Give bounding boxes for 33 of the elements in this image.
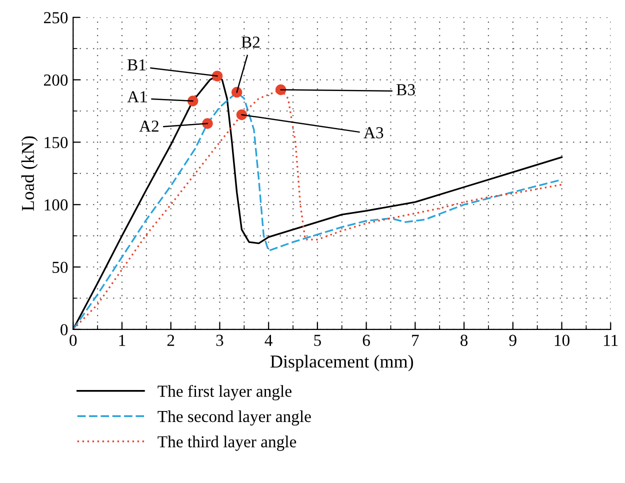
y-axis-title: Load (kN) <box>21 136 38 211</box>
annotation: B2 <box>241 36 260 48</box>
y-tick-label: 250 <box>44 12 68 24</box>
x-tick-label: 6 <box>362 334 370 346</box>
x-tick-label: 2 <box>167 334 174 346</box>
legend-label: The second layer angle <box>158 410 311 426</box>
legend-label: The first layer angle <box>158 384 292 400</box>
x-tick-label: 10 <box>554 334 570 346</box>
point <box>231 86 242 98</box>
x-tick-label: 5 <box>314 334 321 346</box>
x-tick-label: 1 <box>119 334 126 346</box>
y-tick-label: 200 <box>44 74 68 86</box>
y-tick-label: 0 <box>60 324 68 336</box>
annotation: A2 <box>139 120 158 132</box>
x-tick-label: 0 <box>70 334 77 346</box>
x-axis-title: Displacement (mm) <box>270 354 414 372</box>
y-tick-label: 50 <box>52 262 68 273</box>
legend-label: The third layer angle <box>158 436 296 451</box>
point <box>212 70 223 82</box>
x-tick-label: 9 <box>509 334 516 346</box>
x-tick-label: 3 <box>216 334 224 346</box>
annotation: A1 <box>127 91 146 102</box>
y-tick-label: 150 <box>44 136 68 148</box>
x-tick-label: 4 <box>264 334 272 346</box>
annotation: A3 <box>364 127 384 138</box>
point <box>202 118 213 129</box>
annotation: B3 <box>396 84 415 96</box>
point <box>236 109 248 120</box>
x-tick-label: 11 <box>604 334 618 346</box>
x-tick-label: 8 <box>460 334 468 346</box>
x-tick-label: 7 <box>412 334 419 346</box>
y-tick-label: 100 <box>44 199 68 211</box>
annotation: B1 <box>127 59 146 70</box>
